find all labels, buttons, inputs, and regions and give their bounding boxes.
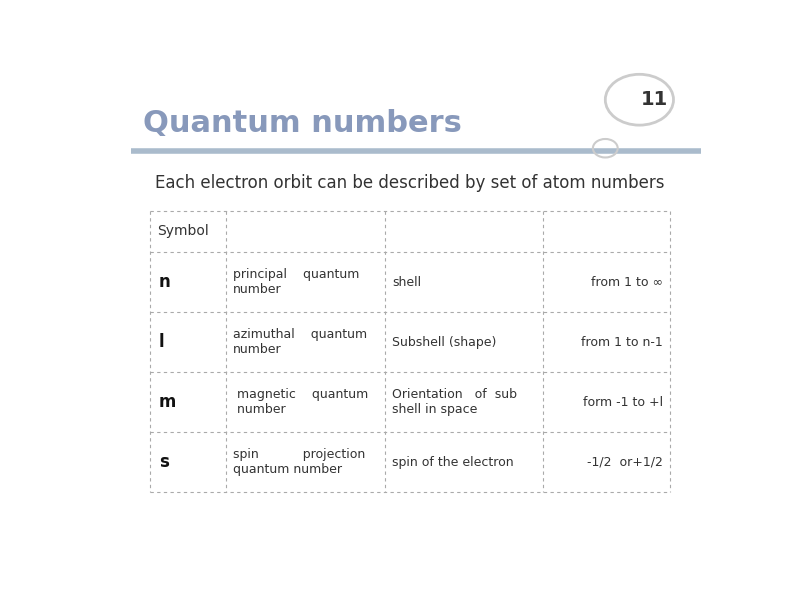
- Text: from 1 to n-1: from 1 to n-1: [582, 336, 663, 349]
- Text: l: l: [159, 333, 165, 351]
- Text: n: n: [159, 273, 170, 291]
- Text: magnetic    quantum
 number: magnetic quantum number: [234, 388, 369, 416]
- Text: from 1 to ∞: from 1 to ∞: [591, 276, 663, 289]
- Text: Symbol: Symbol: [157, 224, 209, 238]
- Text: Orientation   of  sub
shell in space: Orientation of sub shell in space: [392, 388, 517, 416]
- Text: 11: 11: [642, 90, 669, 109]
- Text: m: m: [159, 394, 176, 412]
- Text: -1/2  or+1/2: -1/2 or+1/2: [587, 456, 663, 469]
- Text: s: s: [159, 454, 169, 472]
- Text: Quantum numbers: Quantum numbers: [143, 109, 462, 138]
- Text: Each electron orbit can be described by set of atom numbers: Each electron orbit can be described by …: [155, 173, 665, 191]
- Text: spin           projection
quantum number: spin projection quantum number: [234, 448, 366, 476]
- Text: shell: shell: [392, 276, 421, 289]
- Text: azimuthal    quantum
number: azimuthal quantum number: [234, 328, 367, 356]
- Text: Subshell (shape): Subshell (shape): [392, 336, 497, 349]
- Text: principal    quantum
number: principal quantum number: [234, 268, 360, 296]
- Text: form -1 to +l: form -1 to +l: [583, 396, 663, 409]
- Text: spin of the electron: spin of the electron: [392, 456, 514, 469]
